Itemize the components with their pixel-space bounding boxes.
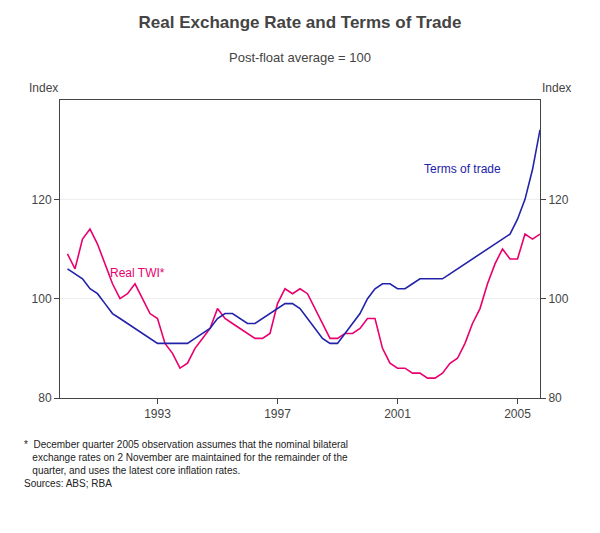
svg-text:Index: Index xyxy=(29,81,58,95)
svg-text:2001: 2001 xyxy=(384,407,411,421)
svg-text:* December quarter 2005 obser: * December quarter 2005 observation assu… xyxy=(24,439,348,489)
svg-text:120: 120 xyxy=(548,193,568,207)
svg-text:100: 100 xyxy=(548,292,568,306)
svg-text:120: 120 xyxy=(32,193,52,207)
svg-text:1993: 1993 xyxy=(144,407,171,421)
svg-text:Real TWI*: Real TWI* xyxy=(110,266,165,280)
svg-text:Real Exchange Rate and Terms o: Real Exchange Rate and Terms of Trade xyxy=(139,13,462,32)
svg-text:80: 80 xyxy=(38,391,52,405)
svg-text:2005: 2005 xyxy=(504,407,531,421)
svg-text:100: 100 xyxy=(32,292,52,306)
svg-text:80: 80 xyxy=(548,391,562,405)
svg-text:1997: 1997 xyxy=(264,407,291,421)
svg-text:Post-float average = 100: Post-float average = 100 xyxy=(229,50,371,65)
svg-text:Terms of trade: Terms of trade xyxy=(424,162,501,176)
svg-text:Index: Index xyxy=(542,81,571,95)
